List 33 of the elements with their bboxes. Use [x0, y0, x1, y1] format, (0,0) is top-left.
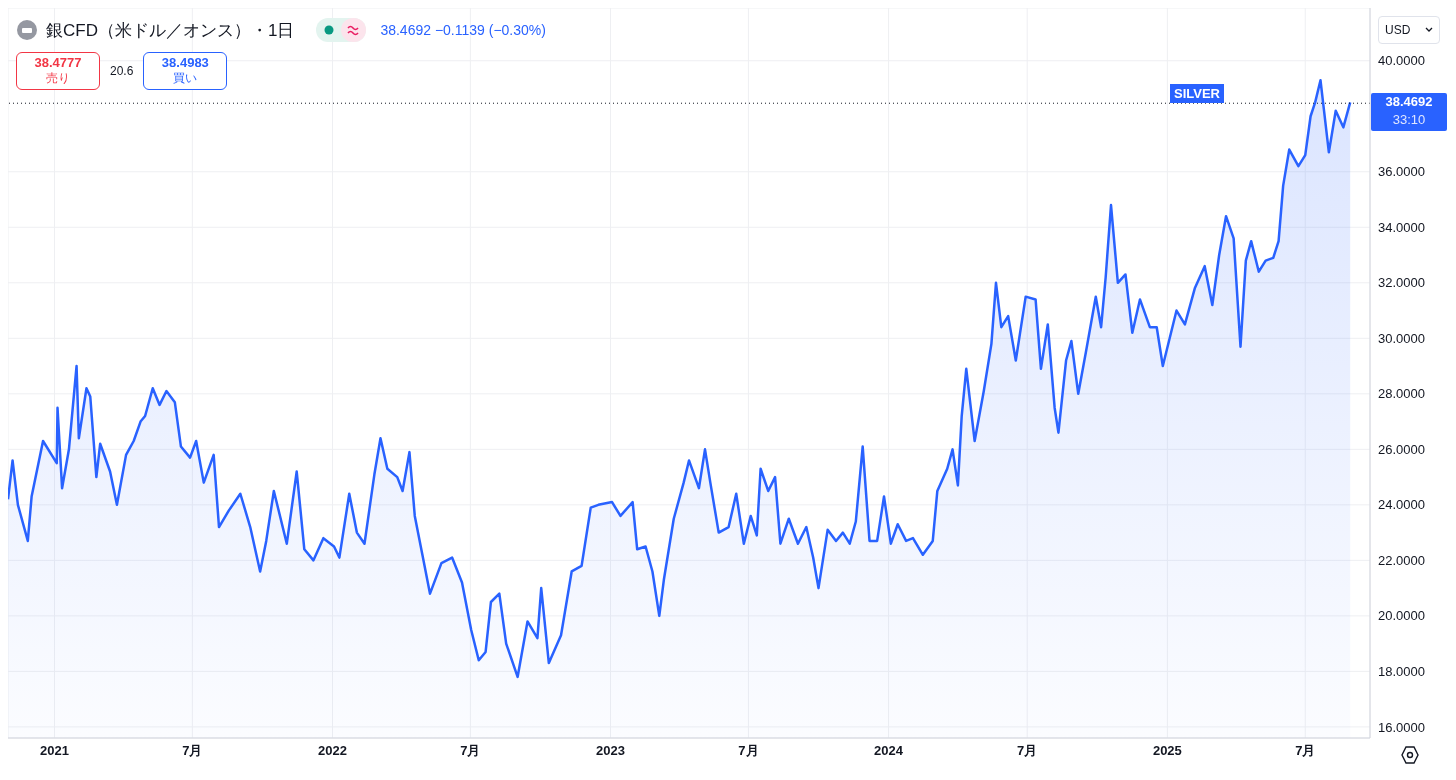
x-tick-label: 7月: [1017, 743, 1038, 759]
text: 33:10: [1391, 111, 1427, 130]
annotation: SILVER: [1170, 84, 1224, 103]
annotation: 38.4983: [160, 55, 210, 70]
annotation: 売り: [45, 70, 71, 87]
annotation: 38.4777: [33, 55, 83, 70]
ref-line-label: 38.4692: [1384, 93, 1434, 112]
y-tick-label: 36.0000: [1378, 164, 1425, 180]
y-tick-label: 30.0000: [1378, 330, 1425, 346]
y-tick-label: 34.0000: [1378, 219, 1425, 235]
x-tick-label: 7月: [182, 743, 203, 759]
y-tick-label: 40.0000: [1378, 53, 1425, 69]
x-tick-label: 7月: [460, 743, 481, 759]
x-tick-label: 2023: [596, 743, 625, 759]
y-tick-label: 20.0000: [1378, 608, 1425, 624]
text: USD: [1385, 23, 1411, 37]
x-tick-label: 2021: [40, 743, 69, 759]
x-tick-label: 7月: [738, 743, 759, 759]
y-tick-label: 28.0000: [1378, 386, 1425, 402]
y-tick-label: 26.0000: [1378, 441, 1425, 457]
y-tick-label: 24.0000: [1378, 497, 1425, 513]
annotation: 20.6: [110, 64, 134, 78]
annotation: 買い: [172, 70, 199, 87]
x-tick-label: 7月: [1295, 743, 1316, 759]
y-tick-label: 22.0000: [1378, 552, 1425, 568]
x-tick-label: 2024: [874, 743, 904, 759]
annotation: 38.4692 −0.1139 (−0.30%): [380, 22, 546, 38]
x-tick-label: 2025: [1152, 743, 1182, 759]
text: 銀CFD（米ドル／オンス）・1日: [46, 19, 295, 42]
y-tick-label: 18.0000: [1378, 664, 1425, 679]
y-tick-label: 32.0000: [1378, 275, 1425, 291]
y-tick-label: 16.0000: [1378, 719, 1425, 735]
x-tick-label: 2022: [318, 743, 347, 759]
